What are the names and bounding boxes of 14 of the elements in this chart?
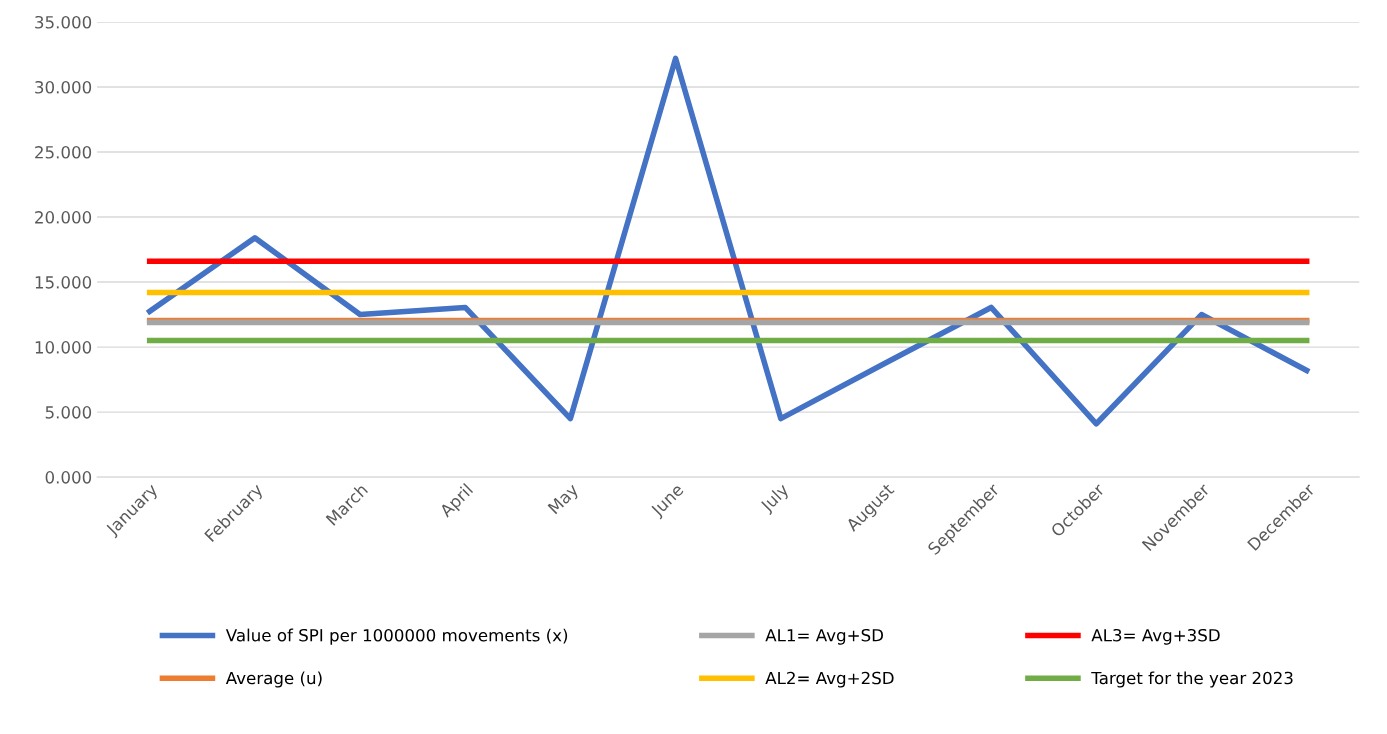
legend-label: Value of SPI per 1000000 movements (x) [225, 628, 568, 645]
y-tick-label: 35.000 [35, 15, 92, 29]
legend-label: Target for the year 2023 [1091, 671, 1293, 688]
y-tick-label: 15.000 [35, 276, 92, 289]
legend-label: AL1= Avg+SD [765, 628, 884, 645]
y-tick-label: 0.000 [45, 471, 92, 484]
y-tick-label: 10.000 [35, 341, 92, 354]
y-tick-label: 25.000 [35, 146, 92, 159]
legend-label: AL3= Avg+3SD [1091, 628, 1220, 645]
y-tick-label: 20.000 [35, 211, 92, 224]
y-tick-label: 5.000 [45, 406, 92, 419]
legend-label: AL2= Avg+2SD [765, 671, 894, 688]
y-tick-label: 30.000 [35, 80, 92, 94]
legend-label: Average (u) [225, 671, 322, 688]
